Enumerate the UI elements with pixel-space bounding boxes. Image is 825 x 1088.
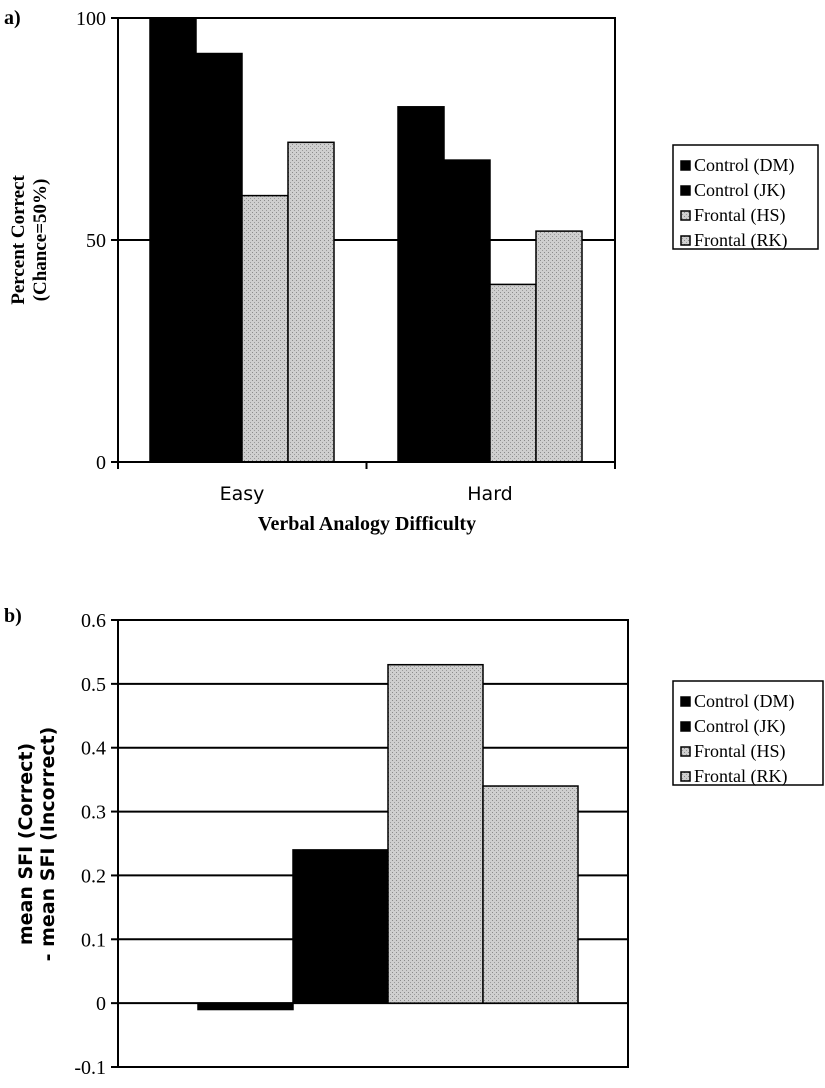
- y-tick-label: 0.3: [81, 802, 106, 824]
- x-tick-label: Easy: [220, 483, 265, 505]
- y-tick-label: 0: [96, 452, 106, 474]
- legend-label-frontal-hs: Frontal (HS): [694, 741, 786, 762]
- legend-label-frontal-rk: Frontal (RK): [694, 766, 788, 787]
- y-tick-label: -0.1: [74, 1057, 106, 1079]
- legend-swatch-control-jk: [680, 721, 691, 732]
- y-axis-label-a-line1: Percent Correct: [8, 175, 29, 305]
- bar-frontal-hs: [387, 663, 484, 1004]
- x-axis-label-a: Verbal Analogy Difficulty: [258, 513, 476, 535]
- legend-swatch-control-dm: [680, 160, 691, 171]
- y-tick-label: 0.6: [81, 610, 106, 632]
- bar-frontal-rk-easy: [287, 141, 335, 463]
- panel-label-a: a): [4, 7, 21, 29]
- chart-b: b) -0.1 0 0.1 0.2 0.3 0.4 0.5 0.6 mean SFI (Cor…: [4, 605, 824, 1079]
- bar-control-dm-easy: [149, 17, 197, 463]
- y-axis-label-b-line1: mean SFI (Correct): [15, 743, 37, 945]
- x-ticks-a: Easy Hard: [117, 462, 616, 505]
- legend-swatch-frontal-rk: [680, 235, 691, 246]
- chart-a: a) 0 50 100 Easy Hard Verbal Analogy Diffic…: [4, 7, 819, 535]
- legend-swatch-control-dm: [680, 696, 691, 707]
- legend-label-control-jk: Control (JK): [694, 180, 786, 201]
- legend-label-frontal-hs: Frontal (HS): [694, 205, 786, 226]
- bar-control-jk-hard: [443, 159, 491, 463]
- legend-swatch-control-jk: [680, 185, 691, 196]
- legend-box-b: [672, 680, 824, 786]
- x-tick-label: Hard: [467, 483, 512, 505]
- legend-label-frontal-rk: Frontal (RK): [694, 230, 788, 251]
- bar-control-dm-hard: [397, 106, 445, 463]
- y-tick-label: 0: [96, 993, 106, 1015]
- legend-box-a: [672, 144, 819, 250]
- y-axis-label-a-line2: (Chance=50%): [30, 179, 51, 302]
- legend-label-control-dm: Control (DM): [694, 691, 795, 712]
- bar-frontal-hs-easy: [241, 194, 289, 463]
- bar-frontal-rk: [482, 785, 579, 1004]
- y-tick-label: 0.5: [81, 674, 106, 696]
- y-tick-label: 50: [86, 230, 106, 252]
- bars-b: [197, 663, 579, 1011]
- legend-b: Control (DM) Control (JK) Frontal (HS) Fron…: [672, 680, 824, 787]
- y-tick-label: 0.2: [81, 865, 106, 887]
- legend-label-control-jk: Control (JK): [694, 716, 786, 737]
- legend-swatch-frontal-rk: [680, 771, 691, 782]
- legend-a: Control (DM) Control (JK) Frontal (HS) Fron…: [672, 144, 819, 251]
- y-tick-label: 0.1: [81, 929, 106, 951]
- y-ticks-b: -0.1 0 0.1 0.2 0.3 0.4 0.5 0.6: [74, 610, 118, 1079]
- plot-frame-b: [117, 619, 629, 1068]
- legend-label-control-dm: Control (DM): [694, 155, 795, 176]
- bar-frontal-rk-hard: [535, 230, 583, 463]
- bar-control-dm: [197, 1002, 294, 1011]
- y-tick-label: 0.4: [81, 738, 106, 760]
- legend-swatch-frontal-hs: [680, 210, 691, 221]
- panel-label-b: b): [4, 605, 22, 627]
- y-ticks-a: 0 50 100: [76, 8, 118, 474]
- bar-frontal-hs-hard: [489, 283, 537, 463]
- bar-control-jk-easy: [195, 52, 243, 463]
- y-axis-label-b-line2: - mean SFI (Incorrect): [37, 727, 59, 962]
- legend-swatch-frontal-hs: [680, 746, 691, 757]
- bar-control-jk: [292, 849, 389, 1004]
- y-tick-label: 100: [76, 8, 106, 30]
